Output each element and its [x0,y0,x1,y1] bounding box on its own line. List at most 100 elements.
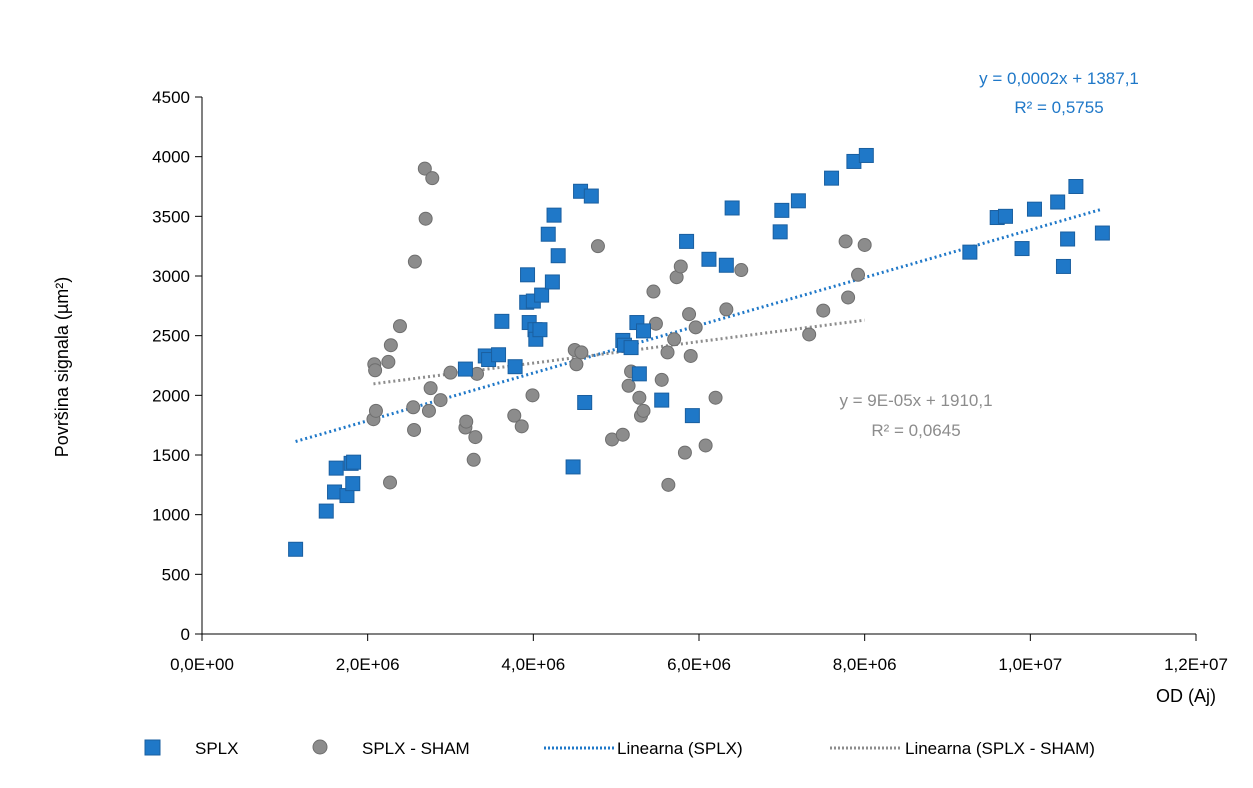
splx-sham-point [673,259,688,274]
splx-point [631,366,647,382]
splx-point [544,274,560,290]
splx-sham-point [682,307,697,322]
y-tick-label: 3500 [152,207,190,226]
splx-point [846,153,862,169]
splx-point [457,361,473,377]
splx-sham-point [406,400,421,415]
splx-sham-point [423,381,438,396]
splx-point [1068,179,1084,194]
splx-sham-point [407,254,422,269]
splx-sham-point [443,365,458,380]
splx-point [772,224,788,240]
splx-sham-point [677,445,692,460]
splx-sham-point [418,211,433,226]
y-tick-label: 3000 [152,267,190,286]
splx-point [997,208,1013,224]
splx-sham-point [816,303,831,318]
x-tick-label: 8,0E+06 [833,655,897,674]
splx-sham-point [569,357,584,372]
splx-sham-point [734,263,749,278]
splx-point [546,207,562,223]
splx-sham-point [632,390,647,405]
splx-sham-point [708,390,723,405]
sham-r-squared: R² = 0,0645 [871,421,960,440]
y-tick-label: 4000 [152,148,190,167]
legend-circle-marker-icon [312,739,328,755]
legend-item-splx-sham: SPLX - SHAM [312,739,470,758]
splx-point [1026,201,1042,217]
splx-point [507,359,523,375]
splx-sham-point [683,348,698,363]
splx-sham-point [590,239,605,254]
splx-sham-point [417,161,432,176]
splx-sham-point [425,171,440,186]
y-tick-label: 500 [162,565,190,584]
y-tick-label: 1500 [152,446,190,465]
splx-point [654,392,670,408]
splx-r-squared: R² = 0,5755 [1014,98,1103,117]
splx-sham-point [646,284,661,299]
y-tick-label: 2000 [152,386,190,405]
splx-point [1055,258,1071,274]
splx-point [327,484,343,500]
splx-point [701,251,717,267]
splx-sham-point [654,372,669,387]
splx-sham-point [466,452,481,467]
splx-sham-point [433,393,448,408]
splx-sham-point [851,267,866,282]
splx-point [962,244,978,260]
points-layer [288,147,1110,557]
x-tick-label: 1,0E+07 [998,655,1062,674]
splx-point [532,322,548,338]
splx-point [1050,194,1066,210]
x-tick-label: 4,0E+06 [501,655,565,674]
splx-point [774,202,790,218]
splx-sham-point [660,345,675,360]
splx-point [540,226,556,242]
legend-item-splx: SPLX [144,739,238,758]
splx-sham-point [621,378,636,393]
legend-square-marker-icon [144,739,161,756]
x-axis-title: OD (Aj) [1156,686,1216,706]
splx-point [346,454,362,470]
splx-point [288,541,304,557]
axes-layer: 0 500 1000 1500 2000 2500 3000 3500 4000 4500 0,0E… [152,88,1228,674]
splx-sham-point [719,302,734,317]
splx-sham-point [468,430,483,445]
splx-sham-point [802,327,817,342]
splx-sham-point [574,345,589,360]
x-tick-label: 2,0E+06 [336,655,400,674]
splx-sham-point [368,363,383,378]
splx-point [494,313,510,329]
splx-point [550,248,566,264]
splx-point [623,340,639,356]
splx-point [577,394,593,410]
splx-point [345,476,361,492]
y-tick-label: 4500 [152,88,190,107]
legend-item-trend-splx: Linearna (SPLX) [544,739,743,758]
legend-label-trend-splx: Linearna (SPLX) [617,739,743,758]
splx-point [684,408,700,424]
splx-point [858,147,874,163]
splx-sham-point [407,422,422,437]
splx-equation: y = 0,0002x + 1387,1 [979,69,1139,88]
splx-sham-point [507,408,522,423]
splx-point [1094,225,1110,241]
splx-point [520,267,536,283]
legend-item-trend-sham: Linearna (SPLX - SHAM) [830,739,1095,758]
splx-point [318,503,334,519]
splx-point [328,460,344,476]
splx-sham-point [383,338,398,353]
splx-point [583,188,599,204]
splx-sham-point [698,438,713,453]
legend-label-splx-sham: SPLX - SHAM [362,739,470,758]
splx-point [718,257,734,273]
splx-sham-point [857,237,872,252]
splx-sham-point [838,234,853,249]
splx-sham-point [368,403,383,418]
splx-sham-point [381,354,396,369]
splx-point [565,459,581,475]
sham-equation: y = 9E-05x + 1910,1 [839,391,992,410]
